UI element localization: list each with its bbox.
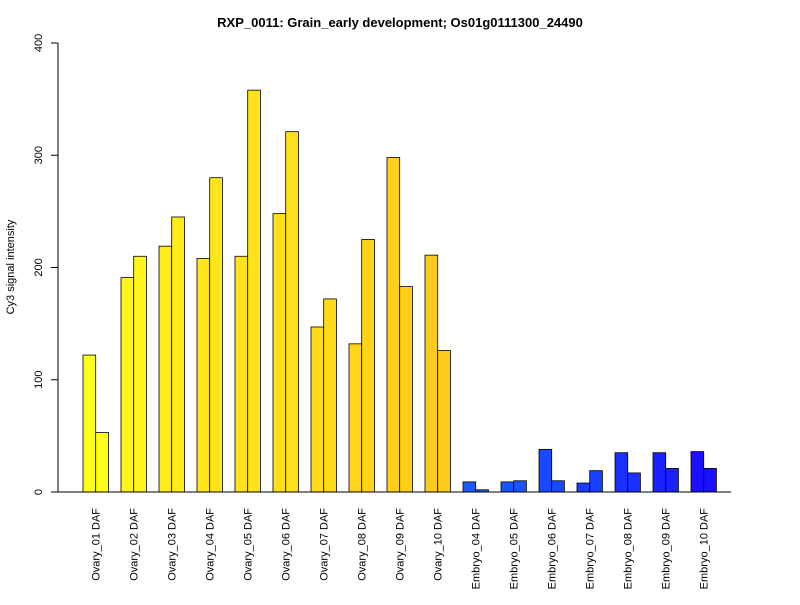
bar: [247, 89, 261, 493]
bar: [665, 468, 679, 493]
x-tick-label: Ovary_01 DAF: [91, 508, 103, 581]
x-tick-label: Ovary_02 DAF: [129, 508, 141, 581]
bar: [513, 480, 527, 493]
x-tick-label: Embryo_09 DAF: [661, 508, 673, 590]
bar: [272, 213, 287, 493]
x-tick-label: Embryo_07 DAF: [585, 508, 597, 590]
x-tick-label: Ovary_09 DAF: [395, 508, 407, 581]
bars-group: [82, 89, 717, 493]
bar: [437, 350, 451, 493]
bar: [171, 216, 185, 493]
y-tick-label: 200: [33, 258, 45, 276]
x-tick-label: Ovary_04 DAF: [205, 508, 217, 581]
x-tick-label: Ovary_08 DAF: [357, 508, 369, 581]
bar: [234, 255, 249, 493]
y-axis: 0 100 200 300 400: [33, 34, 59, 495]
bar: [538, 448, 553, 493]
x-tick-label: Ovary_07 DAF: [319, 508, 331, 581]
bar: [399, 286, 413, 493]
bar: [652, 452, 667, 493]
bar: [285, 131, 299, 493]
x-tick-label: Ovary_10 DAF: [433, 508, 445, 581]
x-tick-label: Ovary_03 DAF: [167, 508, 179, 581]
bar: [690, 451, 705, 493]
bar: [120, 277, 135, 493]
bar: [462, 481, 477, 493]
bar: [589, 470, 603, 493]
x-tick-label: Embryo_05 DAF: [509, 508, 521, 590]
x-tick-label: Ovary_05 DAF: [243, 508, 255, 581]
x-tick-label: Embryo_08 DAF: [623, 508, 635, 590]
bar: [500, 481, 515, 493]
y-tick-label: 400: [33, 34, 45, 52]
y-tick-label: 300: [33, 146, 45, 164]
bar: [614, 452, 629, 493]
bar: [196, 258, 211, 493]
y-tick-label: 100: [33, 371, 45, 389]
bar: [82, 354, 97, 493]
bar: [348, 343, 363, 493]
bar: [209, 177, 223, 493]
y-axis-label: Cy3 signal intensity: [5, 219, 17, 314]
chart-title: RXP_0011: Grain_early development; Os01g…: [217, 15, 583, 30]
bar: [386, 157, 401, 493]
bar: [323, 298, 337, 493]
x-tick-label: Ovary_06 DAF: [281, 508, 293, 581]
bar: [576, 482, 591, 493]
x-tick-labels: Ovary_01 DAF Ovary_02 DAF Ovary_03 DAF Ovar…: [91, 508, 711, 590]
x-tick-label: Embryo_10 DAF: [699, 508, 711, 590]
x-tick-label: Embryo_04 DAF: [471, 508, 483, 590]
bar: [158, 245, 173, 493]
bar: [310, 326, 325, 493]
x-tick-label: Embryo_06 DAF: [547, 508, 559, 590]
bar: [95, 432, 109, 493]
bar: [703, 468, 717, 493]
bar: [133, 255, 147, 493]
bar: [551, 480, 565, 493]
bar: [627, 472, 641, 493]
bar: [361, 239, 375, 493]
bar: [424, 254, 439, 493]
y-tick-label: 0: [33, 489, 45, 495]
